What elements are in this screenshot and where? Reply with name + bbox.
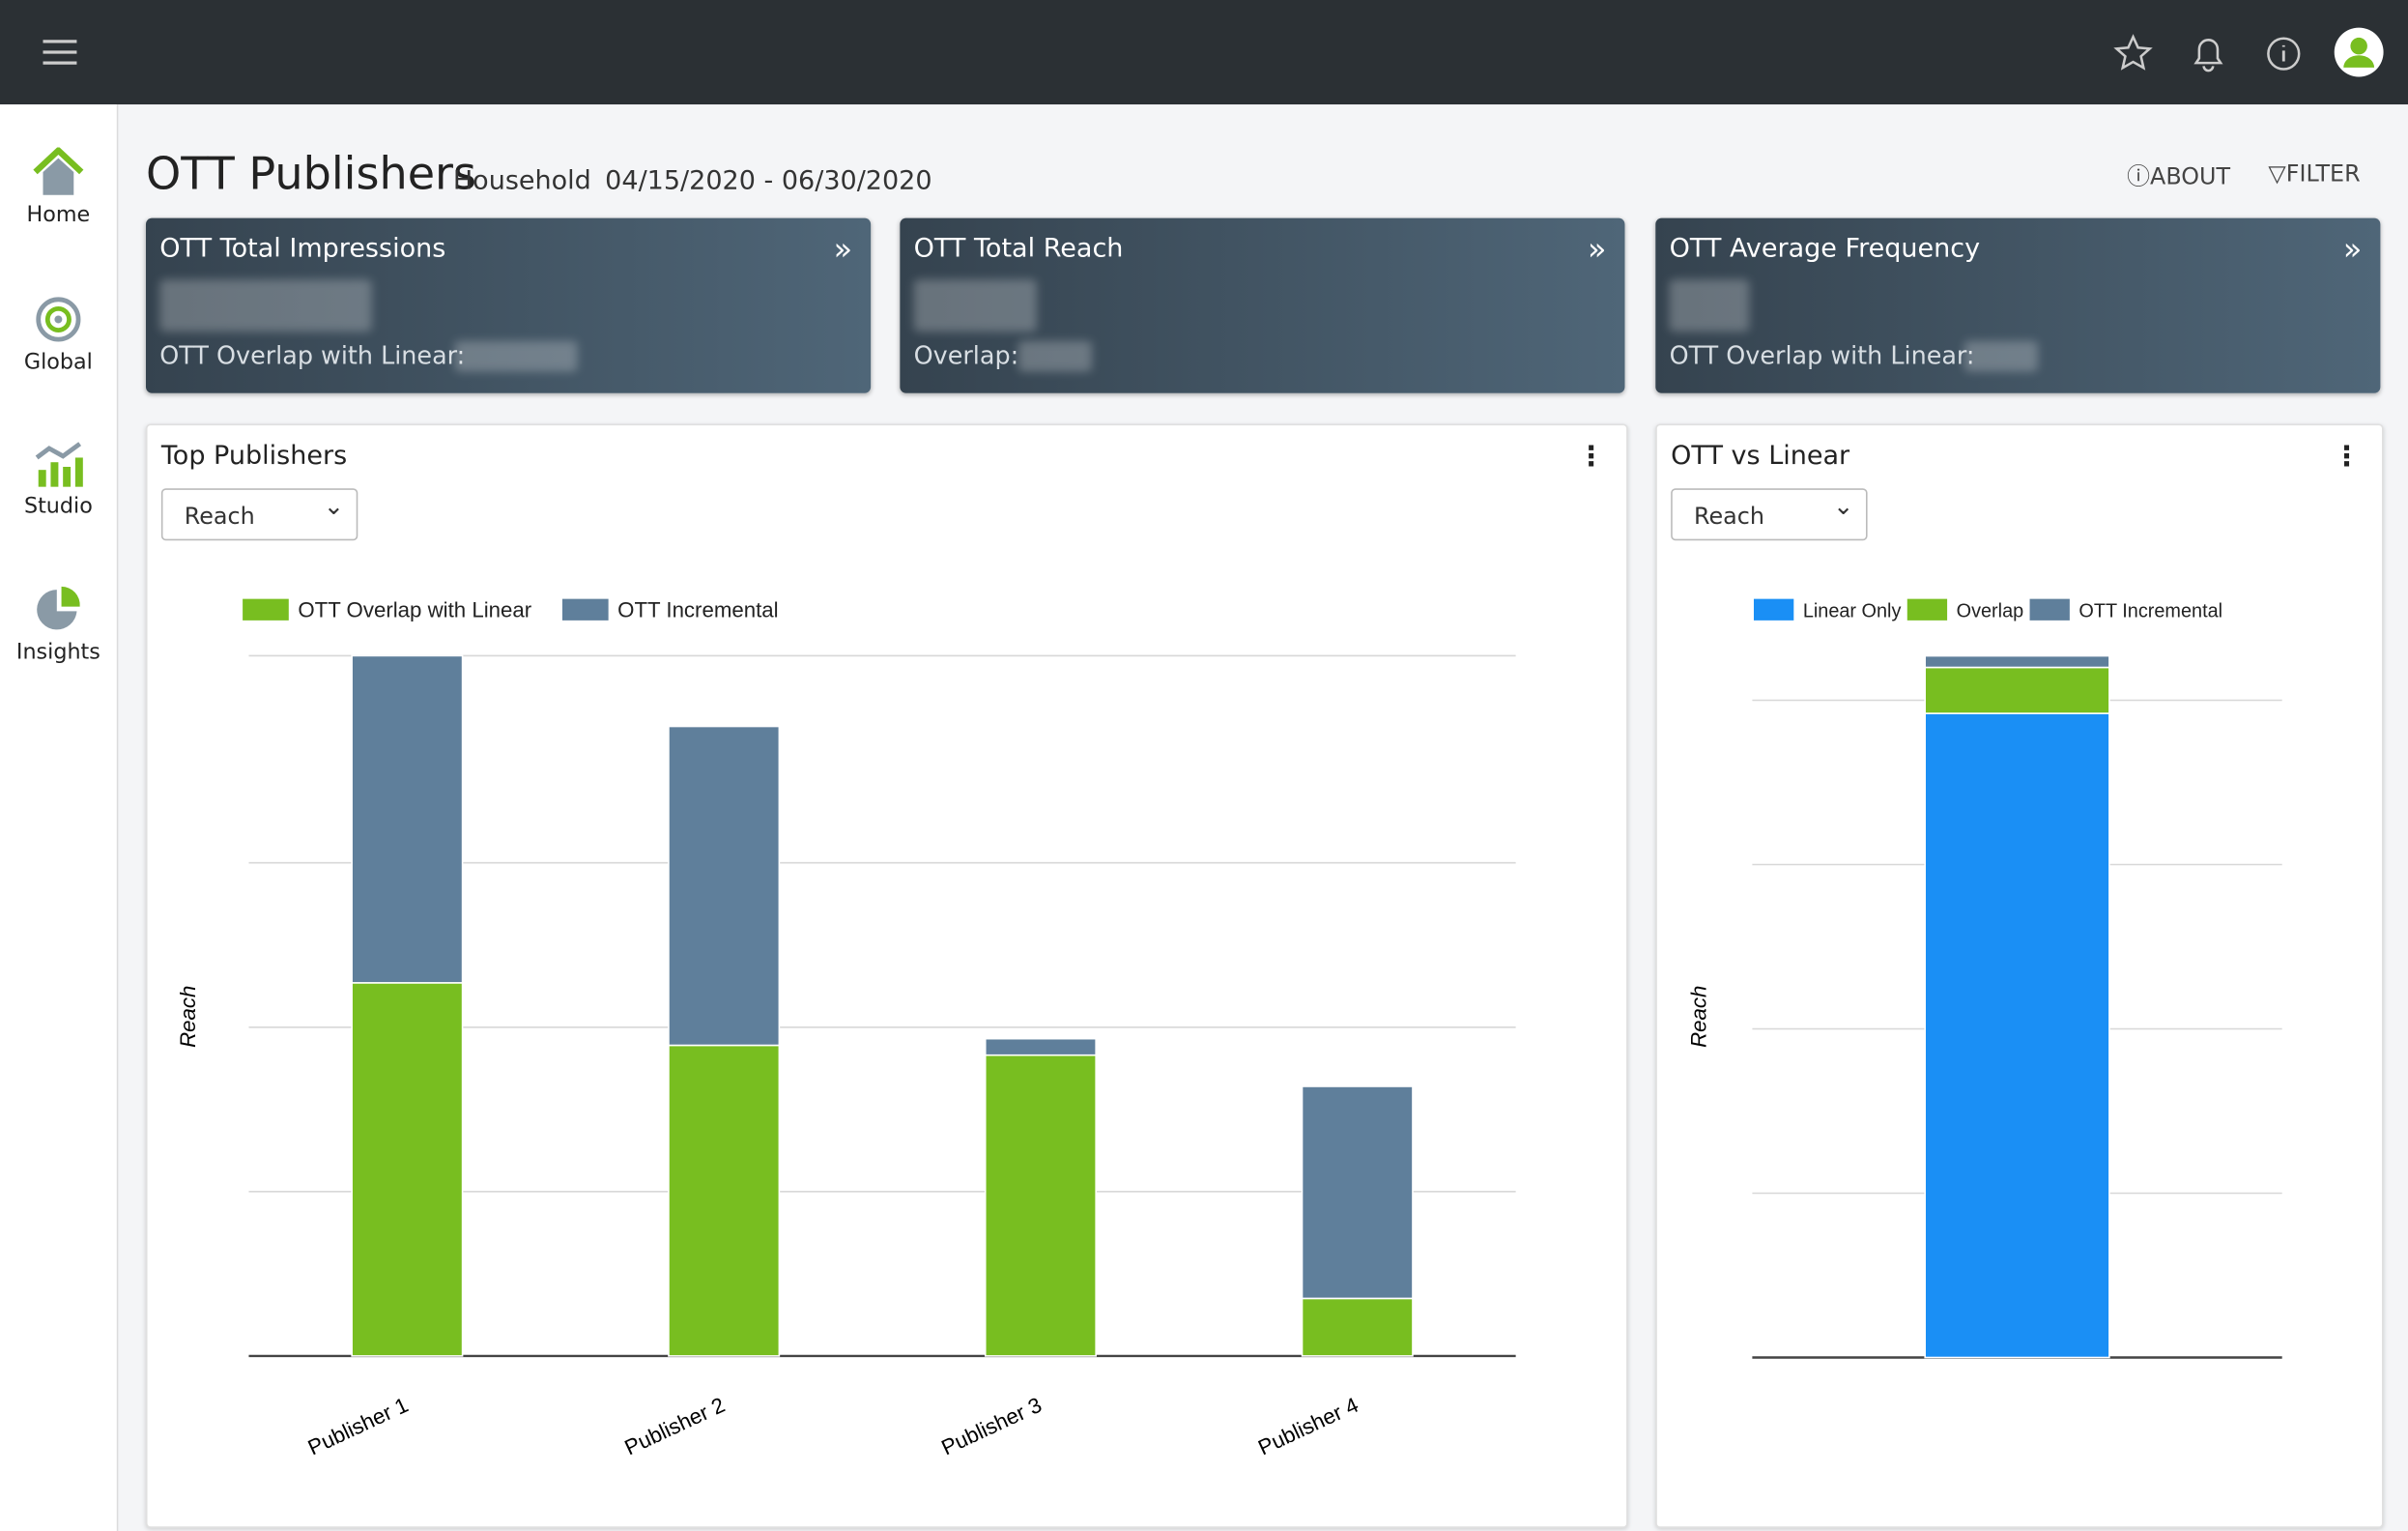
select-value: Reach [184,502,255,531]
legend-swatch [2029,598,2070,621]
legend-label: OTT Incremental [2078,601,2222,622]
nav-label: Home [26,202,91,228]
hidden-value [1018,340,1092,372]
y-axis-label: Reach [1687,986,1711,1048]
bar-segment [1924,666,2110,714]
kpi-card[interactable]: OTT Total Reach » Overlap: [900,217,1625,393]
hidden-value [454,340,578,372]
notifications-button[interactable] [2189,34,2228,73]
insights-icon [37,586,80,630]
bar-segment [984,1037,1097,1056]
date-range: 04/15/2020 - 06/30/2020 [605,165,932,197]
metric-select[interactable]: Reach [160,480,358,541]
bar-segment [984,1054,1097,1357]
legend-swatch [243,598,289,621]
kpi-sub: OTT Overlap with Linear: [1669,340,1975,370]
about-label: ABOUT [2150,162,2231,191]
filter-button[interactable]: ▽FILTER [2268,159,2361,188]
nav-label: Studio [23,494,93,520]
panel-title: Top Publishers [160,440,348,472]
nav-studio[interactable]: Studio [0,439,117,519]
legend-swatch [1906,598,1948,621]
hidden-value [159,279,372,332]
audience: Household [452,165,591,197]
legend-swatch [1753,598,1794,621]
kpi-card[interactable]: OTT Total Impressions » OTT Overlap with … [145,217,872,393]
menu-button[interactable] [43,39,77,67]
kpi-sub: Overlap: [913,340,1019,370]
metric-select[interactable]: Reach [1671,480,1868,541]
kpi-card[interactable]: OTT Average Frequency » OTT Overlap with … [1655,217,2381,393]
y-axis-label: Reach [176,986,200,1048]
bar-segment [351,982,464,1357]
expand[interactable]: » [2342,230,2363,268]
legend-label: Linear Only [1803,601,1902,622]
legend-label: Overlap [1957,601,2024,622]
nav-label: Insights [15,640,100,665]
x-tick-label: Publisher 1 [304,1393,412,1460]
bar-segment [1924,654,2110,669]
kpi-title: OTT Total Impressions [159,233,446,265]
studio-icon [35,442,83,487]
legend-label: OTT Incremental [617,598,778,622]
hidden-value [1964,340,2039,372]
select-value: Reach [1693,502,1765,531]
x-tick-label: Publisher 2 [621,1393,729,1460]
hidden-value [1669,279,1750,332]
legend-label: OTT Overlap with Linear [298,598,531,622]
bar-segment [1924,712,2110,1359]
page-title: OTT Publishers [145,147,477,200]
x-tick-label: Publisher 4 [1254,1393,1362,1460]
x-tick-label: Publisher 3 [937,1393,1045,1460]
menu[interactable]: ⋮ [2333,440,2361,474]
panel-title: OTT vs Linear [1671,440,1850,472]
expand[interactable]: » [833,230,853,268]
bar-segment [668,1044,781,1357]
top-bar [0,0,2408,105]
info-button[interactable] [2264,34,2304,73]
sidebar: Home Global Studio Insights [0,104,119,1531]
about-button[interactable]: ⓘABOUT [2127,162,2231,191]
nav-label: Global [23,350,93,375]
home-icon [33,146,84,195]
nav-insights[interactable]: Insights [0,585,117,665]
global-icon [36,297,81,342]
profile-button[interactable] [2333,26,2385,78]
nav-home[interactable]: Home [0,146,117,228]
bar-segment [351,654,464,984]
bar-segment [668,725,781,1047]
kpi-title: OTT Average Frequency [1669,233,1981,265]
hidden-value [913,279,1037,332]
filter-label: FILTER [2285,159,2361,188]
nav-global[interactable]: Global [0,295,117,375]
legend-swatch [561,598,609,621]
menu[interactable]: ⋮ [1577,440,1605,474]
favorite-button[interactable] [2113,34,2153,73]
kpi-title: OTT Total Reach [913,233,1124,265]
expand[interactable]: » [1587,230,1607,268]
kpi-sub: OTT Overlap with Linear: [159,340,466,370]
bar-segment [1301,1297,1414,1357]
bar-segment [1301,1085,1414,1300]
